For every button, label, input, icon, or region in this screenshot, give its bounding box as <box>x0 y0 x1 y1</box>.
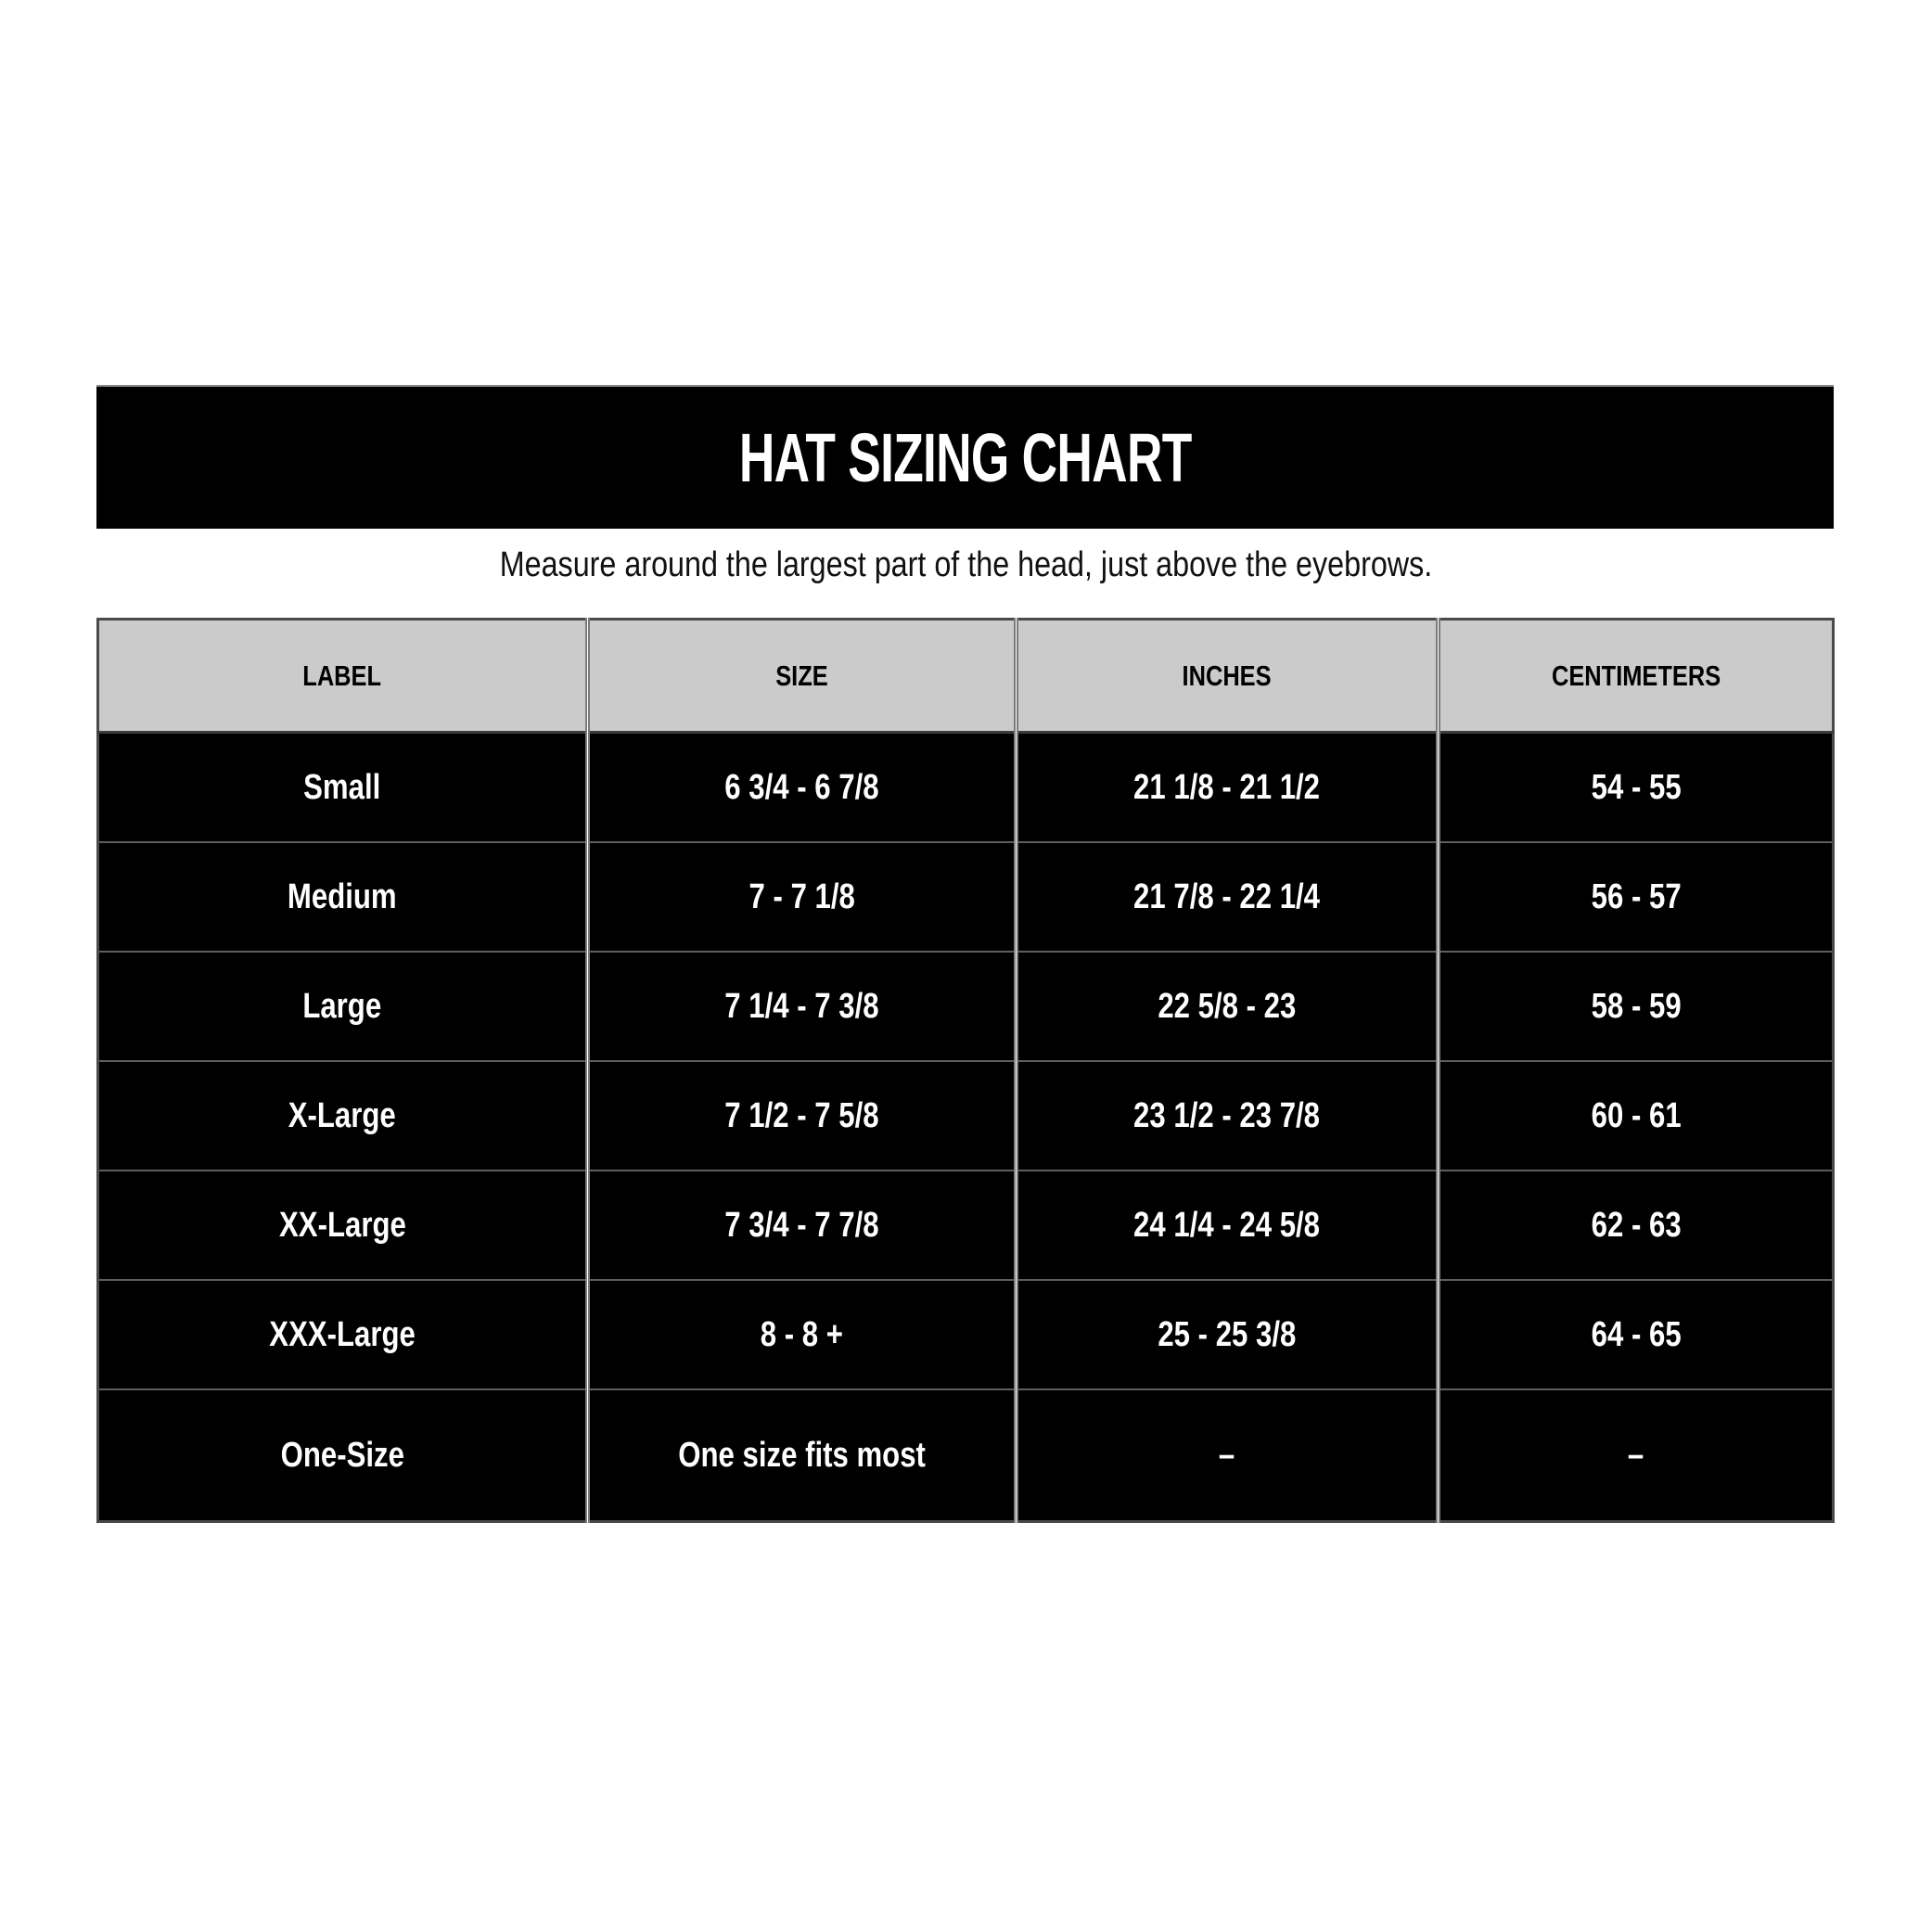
cell-text: Medium <box>288 876 397 916</box>
cell-text: X-Large <box>288 1095 397 1135</box>
cell-inches: 23 1/2 - 23 7/8 <box>1014 1060 1439 1171</box>
cell-text: 58 - 59 <box>1591 986 1682 1026</box>
cell-text: 24 1/4 - 24 5/8 <box>1133 1205 1321 1245</box>
cell-text: 7 - 7 1/8 <box>748 876 855 916</box>
cell-size: 7 1/4 - 7 3/8 <box>585 951 1017 1061</box>
cell-text: One size fits most <box>678 1435 926 1475</box>
cell-text: 62 - 63 <box>1591 1205 1682 1245</box>
cell-centimeters: 56 - 57 <box>1436 841 1834 952</box>
cell-size: 7 - 7 1/8 <box>585 841 1017 952</box>
column-header-size: SIZE <box>585 619 1017 733</box>
cell-label: XXX-Large <box>97 1279 588 1389</box>
hat-sizing-table: LABEL SIZE INCHES CENTIMETERS Small 6 3/… <box>96 618 1835 1523</box>
cell-label: XX-Large <box>97 1170 588 1280</box>
column-header-centimeters: CENTIMETERS <box>1436 619 1834 733</box>
page-title: HAT SIZING CHART <box>738 419 1192 496</box>
cell-text: 8 - 8 + <box>760 1314 844 1354</box>
cell-text: 6 3/4 - 6 7/8 <box>724 767 879 807</box>
cell-size: 8 - 8 + <box>585 1279 1017 1389</box>
measurement-instruction: Measure around the largest part of the h… <box>0 545 1932 585</box>
column-header-inches-text: INCHES <box>1182 659 1273 692</box>
table-row-x-large: X-Large 7 1/2 - 7 5/8 23 1/2 - 23 7/8 60… <box>97 1060 1834 1171</box>
table-header-row: LABEL SIZE INCHES CENTIMETERS <box>97 619 1834 733</box>
cell-text: 25 - 25 3/8 <box>1158 1314 1297 1354</box>
cell-text: 21 7/8 - 22 1/4 <box>1133 876 1321 916</box>
column-header-centimeters-text: CENTIMETERS <box>1551 659 1721 692</box>
cell-size: 7 3/4 - 7 7/8 <box>585 1170 1017 1280</box>
cell-text: 64 - 65 <box>1591 1314 1682 1354</box>
cell-text: 7 3/4 - 7 7/8 <box>724 1205 879 1245</box>
cell-size: 7 1/2 - 7 5/8 <box>585 1060 1017 1171</box>
column-header-label: LABEL <box>97 619 588 733</box>
cell-label: Small <box>97 731 588 842</box>
cell-text: 7 1/2 - 7 5/8 <box>724 1095 879 1135</box>
column-header-size-text: SIZE <box>775 659 828 692</box>
cell-text: XX-Large <box>278 1205 406 1245</box>
cell-text: One-Size <box>280 1435 404 1475</box>
cell-text: 7 1/4 - 7 3/8 <box>724 986 879 1026</box>
title-banner: HAT SIZING CHART <box>96 385 1834 529</box>
cell-label: X-Large <box>97 1060 588 1171</box>
table-row-xxx-large: XXX-Large 8 - 8 + 25 - 25 3/8 64 - 65 <box>97 1279 1834 1389</box>
table-row-medium: Medium 7 - 7 1/8 21 7/8 - 22 1/4 56 - 57 <box>97 841 1834 952</box>
cell-size: One size fits most <box>585 1388 1017 1522</box>
cell-centimeters: 60 - 61 <box>1436 1060 1834 1171</box>
cell-centimeters: 62 - 63 <box>1436 1170 1834 1280</box>
cell-label: One-Size <box>97 1388 588 1522</box>
cell-inches: 22 5/8 - 23 <box>1014 951 1439 1061</box>
cell-text: 22 5/8 - 23 <box>1158 986 1297 1026</box>
cell-label: Large <box>97 951 588 1061</box>
table-row-small: Small 6 3/4 - 6 7/8 21 1/8 - 21 1/2 54 -… <box>97 731 1834 842</box>
cell-centimeters: – <box>1436 1388 1834 1522</box>
cell-centimeters: 58 - 59 <box>1436 951 1834 1061</box>
cell-text: 60 - 61 <box>1591 1095 1682 1135</box>
cell-text: – <box>1219 1435 1235 1475</box>
cell-text: Large <box>302 986 382 1026</box>
cell-label: Medium <box>97 841 588 952</box>
column-header-inches: INCHES <box>1014 619 1439 733</box>
table-row-large: Large 7 1/4 - 7 3/8 22 5/8 - 23 58 - 59 <box>97 951 1834 1061</box>
cell-inches: – <box>1014 1388 1439 1522</box>
cell-inches: 24 1/4 - 24 5/8 <box>1014 1170 1439 1280</box>
cell-size: 6 3/4 - 6 7/8 <box>585 731 1017 842</box>
measurement-instruction-text: Measure around the largest part of the h… <box>499 545 1433 584</box>
cell-centimeters: 54 - 55 <box>1436 731 1834 842</box>
cell-inches: 21 1/8 - 21 1/2 <box>1014 731 1439 842</box>
cell-text: 54 - 55 <box>1591 767 1682 807</box>
cell-inches: 25 - 25 3/8 <box>1014 1279 1439 1389</box>
cell-text: XXX-Large <box>269 1314 416 1354</box>
cell-text: – <box>1628 1435 1644 1475</box>
cell-text: 23 1/2 - 23 7/8 <box>1133 1095 1321 1135</box>
column-header-label-text: LABEL <box>302 659 382 692</box>
table-row-one-size: One-Size One size fits most – – <box>97 1388 1834 1522</box>
cell-text: 56 - 57 <box>1591 876 1682 916</box>
cell-centimeters: 64 - 65 <box>1436 1279 1834 1389</box>
cell-text: Small <box>303 767 381 807</box>
cell-text: 21 1/8 - 21 1/2 <box>1133 767 1321 807</box>
table-row-xx-large: XX-Large 7 3/4 - 7 7/8 24 1/4 - 24 5/8 6… <box>97 1170 1834 1280</box>
cell-inches: 21 7/8 - 22 1/4 <box>1014 841 1439 952</box>
